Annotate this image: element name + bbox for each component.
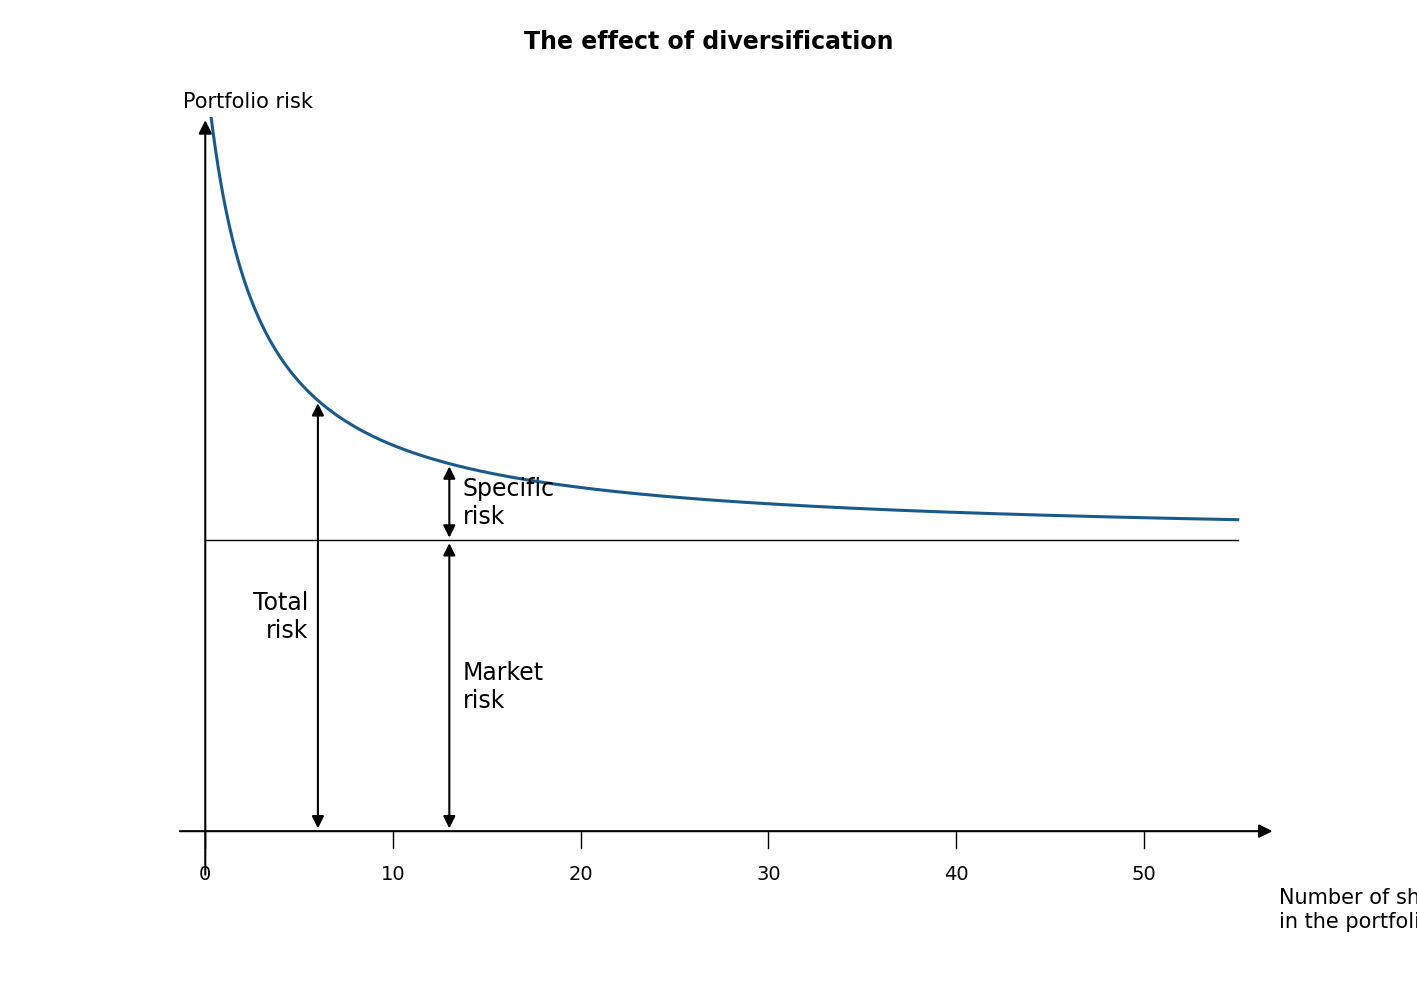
Text: Specific
risk: Specific risk	[462, 476, 554, 528]
Text: Total
risk: Total risk	[254, 591, 309, 642]
Text: Portfolio risk: Portfolio risk	[183, 92, 313, 111]
Text: 30: 30	[757, 865, 781, 883]
Text: 40: 40	[944, 865, 968, 883]
Text: The effect of diversification: The effect of diversification	[524, 30, 893, 53]
Text: 20: 20	[568, 865, 594, 883]
Text: 10: 10	[381, 865, 405, 883]
Text: Market
risk: Market risk	[462, 661, 544, 712]
Text: 50: 50	[1132, 865, 1156, 883]
Text: 0: 0	[200, 865, 211, 883]
Text: Number of shares
in the portfolio: Number of shares in the portfolio	[1280, 887, 1417, 931]
